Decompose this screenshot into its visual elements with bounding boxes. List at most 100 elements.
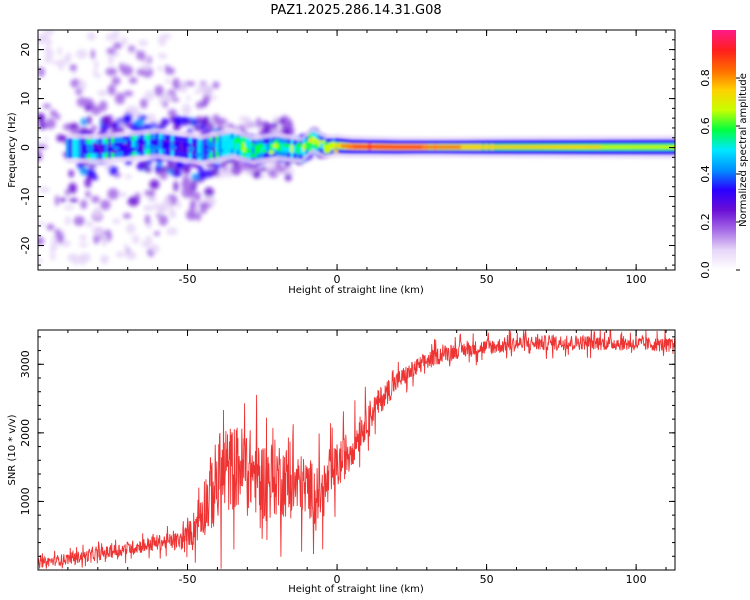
spectrogram-cell [152, 203, 164, 210]
spectrogram-cell [202, 94, 211, 104]
spectrogram-ytick-label: 0 [19, 144, 32, 151]
spectrogram-cell [38, 236, 45, 246]
spectrogram-cell [128, 77, 138, 84]
spectrogram-cell [424, 145, 430, 149]
spectrogram-cell [144, 205, 152, 211]
spectrogram-cell [114, 92, 126, 105]
spectrogram-xtick-label: 50 [480, 273, 494, 286]
spectrogram-cell [356, 144, 361, 149]
spectrogram-cell [144, 214, 151, 225]
spectrogram-cell [91, 125, 97, 130]
spectrogram-cell [111, 150, 118, 154]
spectrogram-cell [42, 103, 52, 109]
spectrogram-cell [416, 145, 421, 149]
spectrogram-cell [229, 167, 242, 174]
spectrogram-cell [478, 145, 484, 149]
spectrogram-cell [249, 153, 258, 158]
spectrogram-cell [45, 39, 53, 45]
spectrogram-cell [49, 245, 55, 254]
spectrogram-cell [76, 97, 88, 108]
spectrogram-cell [226, 123, 235, 129]
spectrogram-cell [249, 142, 255, 147]
spectrogram-cell [167, 109, 178, 117]
spectrogram-cell [134, 140, 140, 151]
spectrogram-cell [127, 196, 140, 207]
spectrogram-cell [159, 170, 168, 181]
spectrogram-panel: -50 0 50 100 -20 -10 0 10 20 Height of straight … [7, 29, 676, 296]
spectrogram-cell [154, 85, 164, 97]
spectrogram-ytick-label: -10 [19, 188, 32, 206]
spectrogram-cell [81, 138, 86, 159]
spectrogram-cell [80, 199, 88, 210]
spectrogram-cell [112, 146, 120, 151]
spectrogram-cell [628, 145, 633, 149]
spectrogram-ytick-label: 20 [19, 43, 32, 57]
spectrogram-cell [469, 145, 475, 149]
spectrogram-cell [93, 59, 99, 71]
spectrogram-cell [116, 142, 122, 152]
spectrogram-cell [38, 66, 45, 78]
snr-series-line [38, 330, 675, 569]
spectrogram-cell [146, 139, 152, 150]
spectrogram-cell [661, 145, 666, 149]
spectrogram-cell [218, 141, 223, 151]
spectrogram-cell [92, 142, 98, 148]
spectrogram-cell [419, 145, 424, 149]
spectrogram-cell [51, 60, 62, 65]
spectrogram-cell [260, 144, 265, 154]
spectrogram-cell [91, 105, 102, 116]
spectrogram-cell [607, 145, 612, 149]
spectrogram-cell [556, 145, 561, 149]
spectrogram-cell [643, 145, 648, 149]
spectrogram-cell [126, 251, 137, 260]
spectrogram-cell [68, 169, 75, 178]
spectrogram-cell [595, 145, 600, 149]
spectrogram-cell [153, 139, 158, 146]
spectrogram-cell [562, 145, 567, 149]
spectrogram-cell [65, 188, 70, 197]
spectrogram-cell [457, 145, 463, 149]
spectrogram-cell [105, 67, 118, 76]
spectrogram-cell [165, 78, 171, 84]
spectrogram-cell [613, 145, 618, 149]
spectrogram-cell [173, 181, 179, 192]
spectrogram-cell [122, 138, 128, 145]
spectrogram-cell [273, 139, 279, 144]
spectrogram-cell [149, 122, 158, 128]
colorbar-axis: 0.0 0.2 0.4 0.6 0.8 [699, 69, 740, 279]
spectrogram-cell [272, 143, 279, 149]
spectrogram-cell [120, 36, 128, 46]
spectrogram-cell [44, 136, 49, 142]
spectrogram-cell [115, 251, 125, 258]
spectrogram-cell [212, 164, 222, 170]
spectrogram-cell [511, 145, 516, 149]
colorbar-gradient [712, 30, 736, 270]
spectrogram-cell [472, 145, 478, 149]
spectrogram-band-layer [66, 127, 675, 167]
spectrogram-cell [198, 202, 210, 209]
spectrogram-cell [463, 145, 469, 149]
snr-xtick-label: 100 [626, 573, 647, 586]
spectrogram-cell [127, 139, 132, 146]
spectrogram-cell [68, 182, 77, 194]
spectrogram-xtick-label: -50 [179, 273, 197, 286]
spectrogram-cell [320, 141, 325, 149]
spectrogram-cell [658, 145, 663, 149]
spectrogram-cell [93, 144, 98, 154]
spectrogram-cell [68, 198, 79, 203]
spectrogram-cell [268, 162, 277, 171]
chart-title: PAZ1.2025.286.14.31.G08 [270, 3, 441, 18]
spectrogram-cell [128, 141, 134, 151]
spectrogram-cell [583, 145, 588, 149]
spectrogram-cell [493, 145, 498, 149]
spectrogram-cell [392, 145, 397, 149]
spectrogram-cell [261, 126, 272, 134]
spectrogram-cell [317, 139, 322, 148]
spectrogram-cell [234, 142, 240, 149]
spectrogram-cell [193, 124, 201, 131]
spectrogram-cell [610, 145, 615, 149]
spectrogram-heatmap [38, 30, 675, 266]
spectrogram-cell [80, 166, 88, 176]
spectrogram-cell [215, 141, 220, 152]
spectrogram-cell [54, 113, 61, 120]
